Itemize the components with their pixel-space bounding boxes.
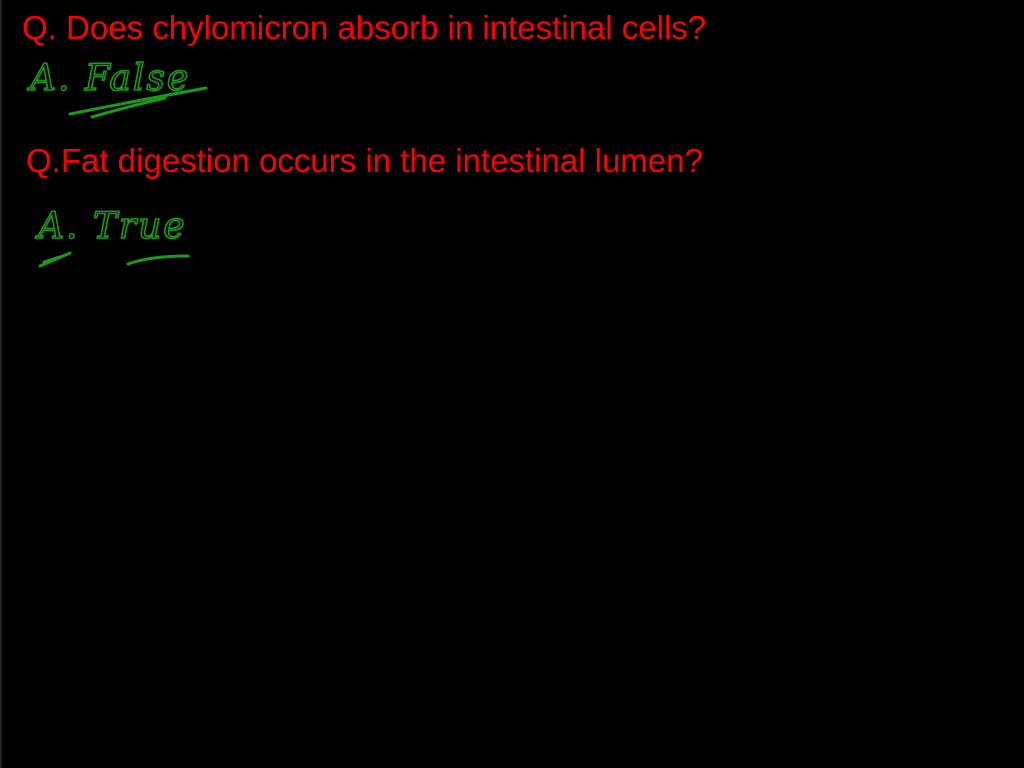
answer-underline bbox=[38, 251, 72, 268]
handwritten-answer: A. True bbox=[35, 206, 187, 247]
handwritten-answer: A. False bbox=[27, 58, 190, 99]
question-text: Q.Fat digestion occurs in the intestinal… bbox=[26, 142, 703, 179]
answer-underline bbox=[126, 254, 190, 266]
answer-underline bbox=[90, 96, 167, 119]
question-text: Q. Does chylomicron absorb in intestinal… bbox=[22, 9, 706, 46]
answer-underline bbox=[68, 86, 208, 116]
